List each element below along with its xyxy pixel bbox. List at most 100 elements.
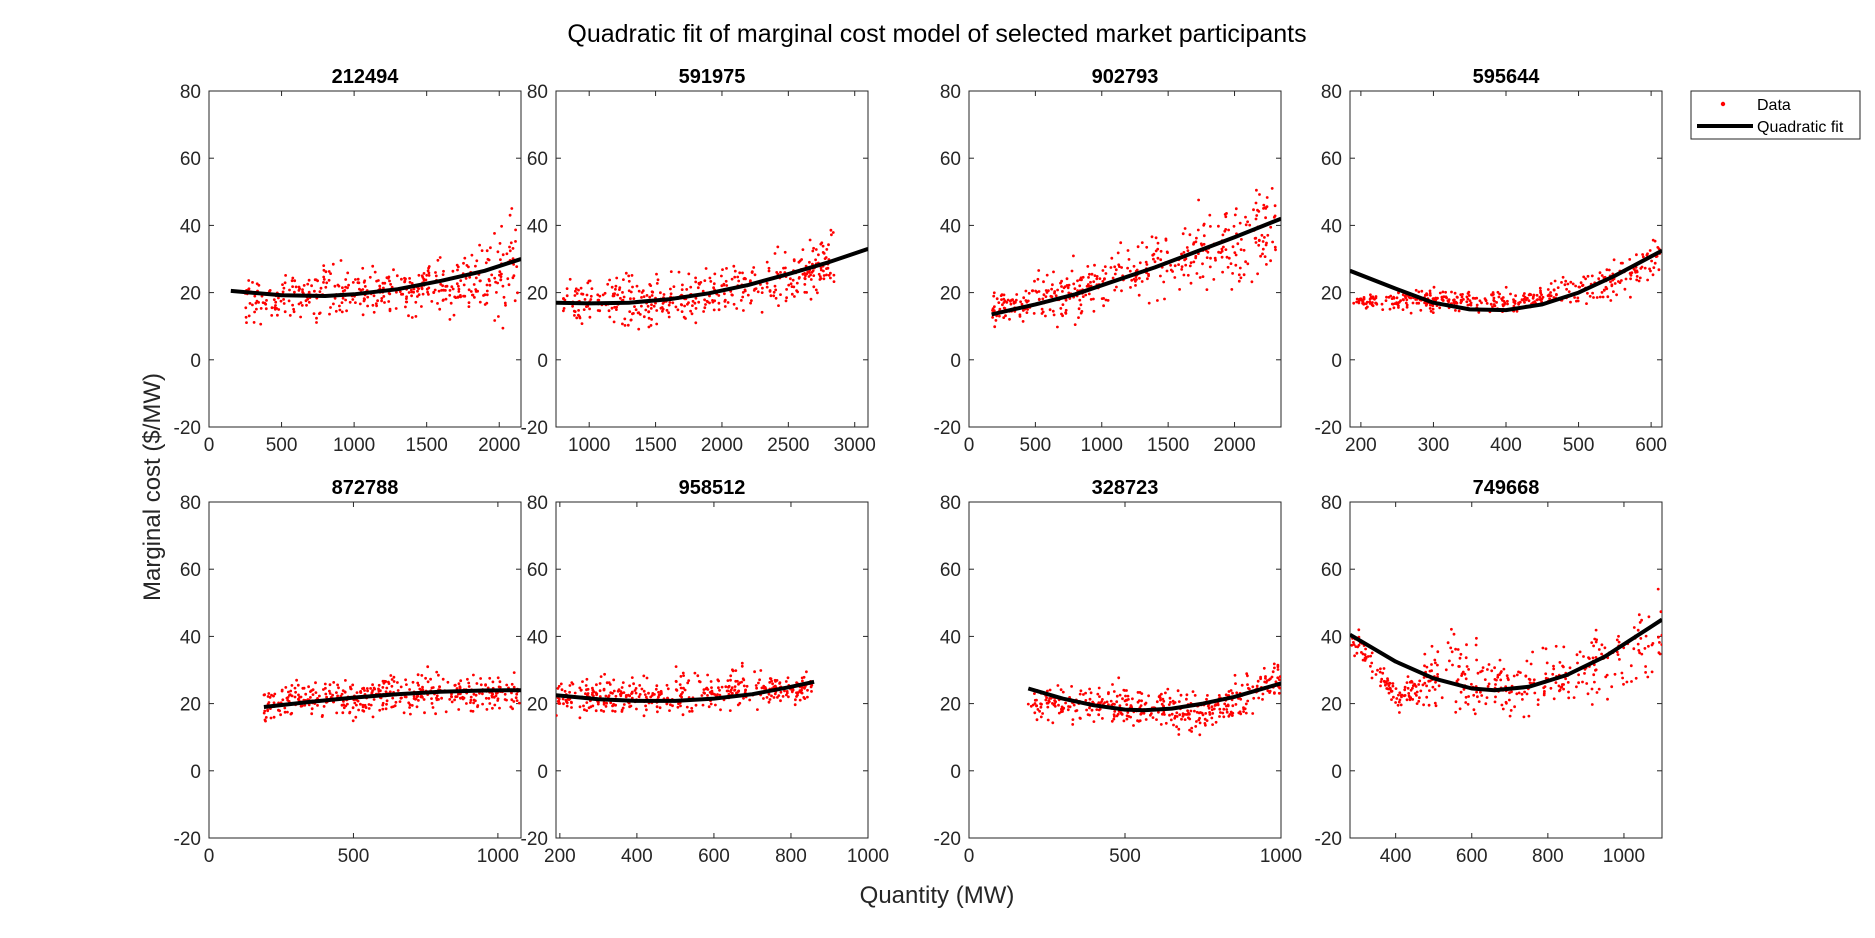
data-point	[1538, 286, 1542, 290]
data-point	[810, 683, 814, 687]
data-point	[1044, 698, 1048, 702]
data-point	[515, 692, 519, 696]
data-point	[455, 695, 459, 698]
data-point	[425, 273, 429, 277]
data-point	[1480, 669, 1484, 673]
data-point	[1182, 251, 1186, 254]
data-point	[610, 306, 614, 310]
data-point	[455, 282, 459, 286]
data-point	[1140, 692, 1144, 695]
data-point	[1251, 685, 1255, 689]
data-point	[1050, 287, 1053, 291]
data-point	[642, 315, 646, 319]
data-point	[1188, 233, 1192, 237]
data-point	[498, 242, 502, 245]
data-point	[1089, 298, 1093, 301]
data-point	[1452, 298, 1456, 302]
data-point	[431, 706, 435, 709]
data-point	[694, 703, 698, 707]
data-point	[1635, 253, 1638, 257]
data-point	[1421, 683, 1425, 687]
data-point	[340, 310, 344, 314]
data-point	[1132, 724, 1135, 727]
data-point	[1003, 307, 1007, 310]
data-point	[1549, 282, 1553, 285]
data-point	[379, 689, 382, 693]
data-point	[814, 288, 818, 292]
data-point	[1276, 663, 1280, 667]
data-point	[725, 689, 729, 693]
data-point	[1472, 708, 1476, 712]
data-point	[560, 688, 564, 692]
data-point	[375, 279, 378, 283]
data-point	[1544, 647, 1548, 651]
data-point	[1512, 674, 1516, 678]
data-point	[742, 309, 745, 312]
subplot-title: 958512	[679, 477, 746, 499]
x-tick-label: 1500	[634, 435, 676, 456]
data-point	[356, 699, 360, 703]
data-point	[795, 695, 798, 698]
data-point	[420, 305, 423, 308]
data-point	[1154, 236, 1158, 240]
data-point	[1188, 728, 1191, 732]
data-point	[416, 673, 420, 677]
data-point	[1006, 298, 1010, 302]
data-point	[1541, 295, 1545, 299]
data-point	[556, 700, 560, 703]
data-point	[1111, 276, 1115, 280]
data-point	[737, 682, 740, 686]
data-point	[690, 312, 694, 316]
data-point	[376, 299, 379, 303]
data-point	[1436, 650, 1440, 654]
y-tick-label: 60	[527, 560, 548, 581]
data-point	[1401, 293, 1405, 297]
data-point	[803, 277, 807, 281]
data-point	[1180, 268, 1184, 271]
data-point	[1568, 666, 1572, 670]
data-point	[269, 716, 273, 720]
data-point	[1536, 703, 1540, 706]
data-point	[1126, 694, 1130, 698]
data-point	[1523, 301, 1526, 304]
data-point	[669, 287, 672, 291]
data-point	[291, 285, 294, 288]
data-point	[501, 284, 505, 288]
data-point	[498, 680, 502, 684]
data-point	[734, 669, 738, 672]
data-point	[1095, 708, 1099, 711]
data-point	[451, 287, 455, 291]
data-point	[485, 293, 489, 297]
data-point	[1195, 720, 1198, 723]
data-point	[451, 269, 455, 273]
data-point	[1428, 307, 1432, 310]
data-point	[740, 664, 744, 668]
data-point	[255, 307, 258, 311]
data-point	[291, 303, 294, 307]
data-point	[1509, 292, 1512, 296]
data-point	[1221, 270, 1224, 274]
data-point	[280, 689, 284, 693]
data-point	[1121, 697, 1124, 701]
data-point	[248, 302, 252, 305]
data-point	[402, 711, 406, 715]
data-point	[1088, 687, 1091, 691]
data-point	[622, 691, 626, 694]
data-point	[1567, 696, 1571, 700]
data-point	[826, 266, 830, 270]
data-point	[1490, 293, 1493, 297]
data-point	[290, 684, 294, 687]
x-tick-label: 1000	[847, 846, 889, 867]
data-point	[1244, 223, 1248, 227]
data-point	[1590, 703, 1594, 706]
data-point	[311, 693, 315, 696]
plot-area	[208, 501, 522, 839]
data-point	[1180, 717, 1183, 721]
data-point	[591, 686, 594, 690]
data-point	[1597, 277, 1601, 281]
data-point	[678, 683, 682, 686]
data-point	[395, 274, 399, 278]
y-tick-label: -20	[934, 418, 961, 439]
data-point	[1413, 682, 1416, 686]
